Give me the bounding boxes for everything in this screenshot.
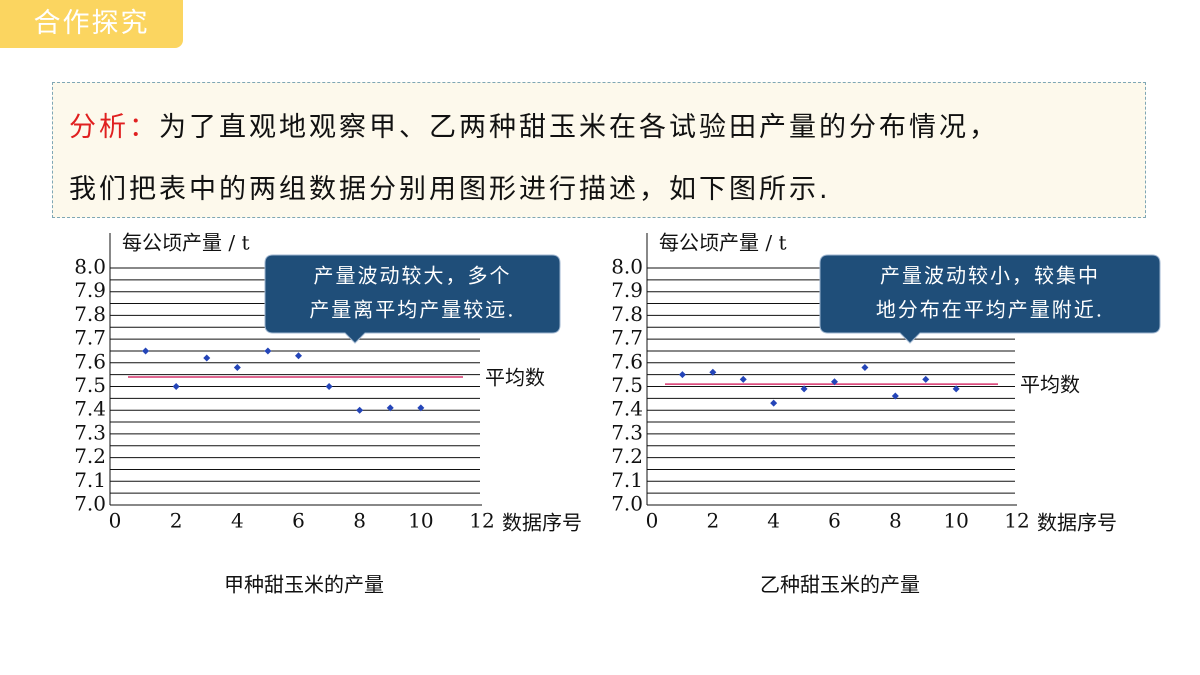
x-tick-label: 10 bbox=[408, 509, 433, 533]
x-tick-label: 2 bbox=[706, 509, 719, 533]
analysis-line: 分析：为了直观地观察甲、乙两种甜玉米在各试验田产量的分布情况， bbox=[69, 105, 999, 144]
y-tick-label: 7.2 bbox=[611, 444, 643, 468]
y-axis-label: 每公顷产量 / t bbox=[122, 231, 250, 255]
analysis-line: 我们把表中的两组数据分别用图形进行描述，如下图所示. bbox=[69, 174, 831, 205]
data-point bbox=[891, 392, 899, 400]
data-point bbox=[295, 352, 302, 360]
callout-text: 地分布在平均产量附近. bbox=[876, 298, 1104, 322]
data-point bbox=[142, 347, 150, 355]
data-point bbox=[800, 385, 808, 393]
data-point bbox=[861, 364, 869, 372]
mean-label: 平均数 bbox=[1020, 373, 1080, 397]
y-tick-label: 7.9 bbox=[74, 278, 106, 302]
data-point bbox=[770, 399, 778, 407]
data-point bbox=[952, 385, 960, 393]
y-tick-label: 7.8 bbox=[611, 302, 643, 326]
data-point bbox=[203, 354, 211, 362]
data-point bbox=[678, 371, 686, 379]
data-point bbox=[386, 404, 394, 412]
data-point bbox=[356, 406, 364, 414]
x-tick-label: 4 bbox=[231, 509, 244, 533]
y-tick-label: 7.0 bbox=[74, 492, 106, 516]
x-tick-label: 6 bbox=[292, 509, 305, 533]
y-tick-label: 7.3 bbox=[74, 420, 106, 444]
y-tick-label: 7.7 bbox=[611, 326, 643, 350]
x-tick-label: 4 bbox=[767, 509, 780, 533]
callout-text: 产量离平均产量较远. bbox=[309, 298, 515, 322]
analysis-text: 为了直观地观察甲、乙两种甜玉米在各试验田产量的分布情况， bbox=[159, 112, 999, 143]
y-tick-label: 7.6 bbox=[611, 349, 643, 373]
y-tick-label: 7.1 bbox=[611, 468, 643, 492]
callout-text: 产量波动较小，较集中 bbox=[880, 264, 1100, 288]
y-tick-label: 8.0 bbox=[611, 255, 643, 279]
analysis-label: 分析： bbox=[69, 112, 159, 143]
callout bbox=[819, 254, 1161, 344]
header-title: 合作探究 bbox=[0, 0, 183, 48]
y-tick-label: 7.7 bbox=[74, 326, 106, 350]
y-tick-label: 8.0 bbox=[74, 255, 106, 279]
data-point bbox=[417, 404, 425, 412]
data-point bbox=[172, 383, 180, 390]
x-tick-label: 6 bbox=[828, 509, 841, 533]
data-point bbox=[264, 347, 272, 355]
y-tick-label: 7.9 bbox=[611, 278, 643, 302]
x-tick-label: 12 bbox=[469, 509, 494, 533]
data-point bbox=[233, 364, 241, 372]
callout bbox=[264, 254, 561, 344]
data-point bbox=[709, 368, 717, 376]
x-tick-label: 0 bbox=[109, 509, 122, 533]
callout-text: 产量波动较大，多个 bbox=[314, 264, 512, 288]
x-axis-label: 数据序号 bbox=[1037, 511, 1117, 535]
x-tick-label: 8 bbox=[353, 509, 366, 533]
data-point bbox=[739, 375, 747, 383]
y-tick-label: 7.5 bbox=[611, 373, 643, 397]
chart-title: 甲种甜玉米的产量 bbox=[224, 573, 384, 597]
chart-title: 乙种甜玉米的产量 bbox=[760, 573, 920, 597]
x-tick-label: 8 bbox=[889, 509, 902, 533]
y-axis-label: 每公顷产量 / t bbox=[659, 231, 787, 255]
y-tick-label: 7.0 bbox=[611, 492, 643, 516]
y-tick-label: 7.4 bbox=[611, 397, 643, 421]
data-point bbox=[922, 375, 930, 383]
mean-label: 平均数 bbox=[485, 366, 545, 390]
x-tick-label: 0 bbox=[646, 509, 659, 533]
y-tick-label: 7.2 bbox=[74, 444, 106, 468]
y-tick-label: 7.6 bbox=[74, 349, 106, 373]
data-point bbox=[831, 378, 838, 386]
x-tick-label: 12 bbox=[1004, 509, 1029, 533]
x-axis-label: 数据序号 bbox=[502, 511, 582, 535]
analysis-box: 分析：为了直观地观察甲、乙两种甜玉米在各试验田产量的分布情况， 我们把表中的两组… bbox=[52, 82, 1146, 218]
y-tick-label: 7.4 bbox=[74, 397, 106, 421]
y-tick-label: 7.5 bbox=[74, 373, 106, 397]
y-tick-label: 7.3 bbox=[611, 420, 643, 444]
y-tick-label: 7.8 bbox=[74, 302, 106, 326]
data-point bbox=[325, 383, 333, 390]
x-tick-label: 2 bbox=[170, 509, 183, 533]
x-tick-label: 10 bbox=[943, 509, 968, 533]
y-tick-label: 7.1 bbox=[74, 468, 106, 492]
